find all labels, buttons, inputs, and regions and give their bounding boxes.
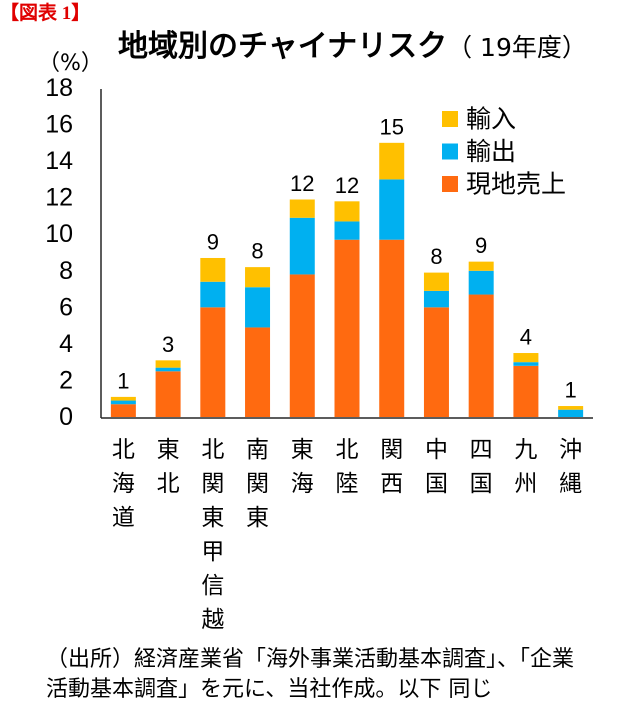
figure-label: 【図表 1】 — [0, 3, 91, 24]
bar-total-label: 8 — [251, 239, 263, 264]
bar-segment — [245, 267, 271, 288]
bar-segment — [334, 221, 360, 240]
x-category-label: 九州 — [514, 437, 538, 497]
bar-segment — [558, 406, 584, 410]
bar-segment — [379, 239, 405, 417]
bar-segment — [423, 307, 449, 417]
y-axis-unit-label: （%） — [38, 51, 103, 76]
bar-total-label: 1 — [117, 368, 129, 393]
bar-total-label: 12 — [290, 171, 314, 196]
bar-total-label: 12 — [335, 173, 359, 198]
y-axis-tick-labels: 0 2 4 6 8 10 12 14 16 18 — [45, 74, 73, 431]
x-category-label: 関西 — [380, 437, 404, 497]
bar-segment — [155, 360, 181, 368]
bar-segment — [289, 199, 315, 218]
bar-segment — [423, 290, 449, 308]
chart-title-main: 地域別のチャイナリスク — [118, 29, 448, 64]
y-tick-label: 10 — [45, 220, 73, 248]
bar-segment — [289, 274, 315, 417]
y-tick-label: 8 — [59, 257, 73, 285]
bar-total-label: 9 — [475, 233, 487, 258]
legend-label: 現地売上 — [466, 170, 566, 199]
bar-total-label: 8 — [430, 244, 442, 269]
legend-swatch — [442, 176, 458, 192]
chart-title-period: （ 19年度） — [447, 33, 587, 62]
x-category-label: 中国 — [424, 437, 448, 497]
source-note-line: 活動基本調査」を元に、当社作成。以下 同じ — [46, 677, 493, 702]
y-tick-label: 0 — [59, 403, 73, 431]
x-category-label: 南関東 — [246, 437, 270, 531]
legend-item: 輸出 — [442, 137, 516, 166]
bar-segment — [200, 257, 226, 282]
bar-total-label: 4 — [520, 325, 532, 350]
bar-segment — [513, 365, 539, 417]
bar-group — [110, 142, 584, 417]
bar-segment — [245, 287, 271, 328]
bar-total-labels: 1 3 9 8 12 12 15 8 9 4 1 — [117, 114, 577, 402]
x-category-label: 東海 — [290, 437, 314, 497]
bar-segment — [423, 272, 449, 291]
legend-label: 輸出 — [466, 137, 516, 166]
bar-total-label: 15 — [379, 114, 403, 139]
bar-segment — [468, 294, 494, 417]
x-category-label: 四国 — [469, 437, 493, 497]
legend-item: 現地売上 — [442, 170, 566, 199]
bar-segment — [200, 281, 226, 308]
bar-segment — [289, 217, 315, 275]
bar-segment — [155, 367, 181, 372]
y-tick-label: 2 — [59, 366, 73, 394]
legend-swatch — [442, 143, 458, 160]
bar-total-label: 9 — [207, 229, 219, 254]
bar-segment — [379, 142, 405, 180]
bar-segment — [110, 404, 136, 417]
bar-segment — [468, 270, 494, 295]
bar-segment — [558, 409, 584, 417]
x-category-label: 北陸 — [335, 437, 359, 497]
bar-segment — [200, 307, 226, 417]
bar-total-label: 1 — [565, 378, 577, 403]
x-category-label: 北関東甲信越 — [201, 437, 225, 633]
bar-segment — [468, 261, 494, 271]
bar-total-label: 3 — [162, 332, 174, 357]
bar-segment — [513, 353, 539, 363]
bar-segment — [155, 371, 181, 417]
y-tick-label: 12 — [45, 184, 73, 212]
bar-segment — [245, 327, 271, 417]
x-category-label: 東北 — [156, 437, 180, 497]
y-tick-label: 4 — [59, 330, 73, 358]
bar-segment — [334, 239, 360, 417]
bar-segment — [513, 362, 539, 366]
x-category-label: 北海道 — [111, 437, 135, 531]
bar-segment — [110, 400, 136, 405]
y-tick-label: 16 — [45, 111, 73, 139]
source-note-line: （出所）経済産業省「海外事業活動基本調査」、「企業 — [46, 647, 575, 672]
legend-item: 輸入 — [442, 105, 516, 134]
y-tick-label: 6 — [59, 293, 73, 321]
legend-swatch — [442, 111, 458, 127]
bar-segment — [110, 396, 136, 401]
y-tick-label: 18 — [45, 74, 73, 102]
legend-label: 輸入 — [466, 105, 516, 134]
bar-segment — [334, 201, 360, 222]
bar-segment — [379, 179, 405, 240]
y-tick-label: 14 — [45, 147, 73, 175]
x-category-label: 沖縄 — [559, 437, 583, 497]
chart-title: 地域別のチャイナリスク（ 19年度） — [118, 27, 587, 71]
